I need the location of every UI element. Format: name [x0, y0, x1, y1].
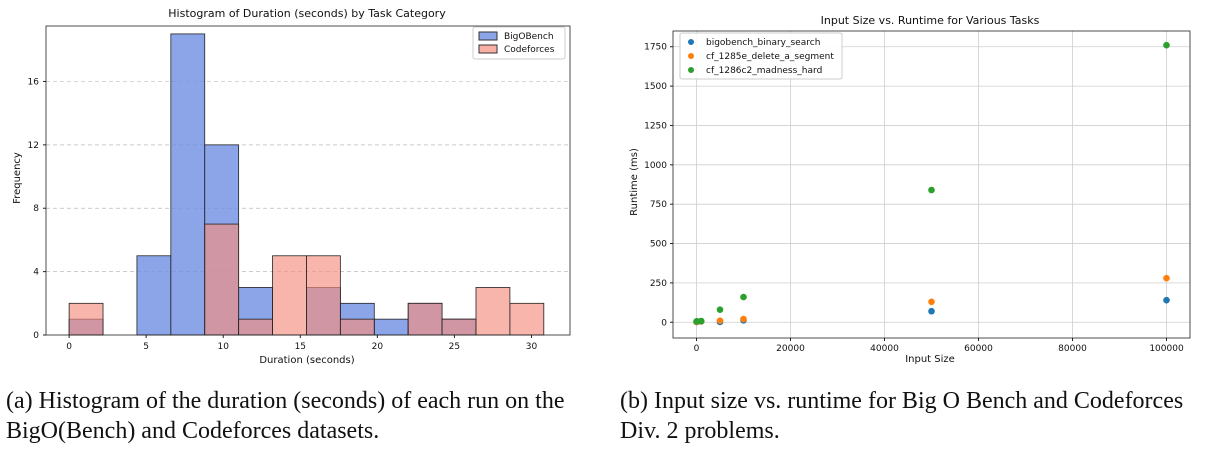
y-tick-label: 1750: [644, 43, 667, 53]
chart-a-ylabel: Frequency: [12, 152, 23, 204]
x-tick-label: 20000: [776, 344, 805, 354]
y-tick-label: 16: [28, 77, 40, 87]
point-cf_1286c2_madness_hard: [697, 317, 705, 325]
y-tick-label: 750: [650, 200, 667, 210]
plot-frame: [45, 25, 571, 336]
y-tick-label: 250: [650, 279, 667, 289]
scatter-chart: Input Size vs. Runtime for Various Tasks…: [629, 14, 1191, 365]
bar-codeforces: [475, 287, 511, 336]
bar-codeforces: [204, 223, 240, 336]
legend-label-bigobench: BigOBench: [504, 32, 554, 42]
legend-marker-madness-hard: [688, 67, 694, 73]
bar-codeforces: [339, 318, 375, 336]
legend-label-delete-segment: cf_1285e_delete_a_segment: [706, 52, 834, 62]
x-tick-label: 30: [526, 342, 538, 352]
legend-marker-binary-search: [688, 39, 694, 45]
legend-swatch-bigobench: [478, 31, 498, 41]
x-tick-label: 5: [143, 342, 149, 352]
x-tick-label: 10: [218, 342, 230, 352]
caption-a: (a) Histogram of the duration (seconds) …: [6, 388, 565, 444]
legend-marker-delete-segment: [688, 53, 694, 59]
x-tick-label: 100000: [1149, 344, 1184, 354]
y-tick-label: 0: [33, 331, 39, 341]
point-cf_1286c2_madness_hard: [1163, 41, 1170, 49]
chart-b-xlabel: Input Size: [905, 354, 955, 365]
x-tick-label: 40000: [870, 344, 899, 354]
plot-frame: [672, 30, 1191, 339]
point-cf_1286c2_madness_hard: [716, 306, 724, 313]
legend-label-madness-hard: cf_1286c2_madness_hard: [706, 66, 822, 76]
point-bigobench_binary_search: [1163, 296, 1170, 304]
x-tick-label: 60000: [964, 344, 993, 354]
x-tick-label: 15: [295, 342, 306, 352]
point-bigobench_binary_search: [928, 307, 935, 315]
point-cf_1286c2_madness_hard: [928, 186, 935, 194]
x-tick-label: 80000: [1058, 344, 1087, 354]
legend-label-binary-search: bigobench_binary_search: [706, 38, 820, 48]
bar-codeforces: [306, 255, 341, 336]
point-cf_1285e_delete_a_segment: [1163, 274, 1170, 282]
bar-bigobench: [170, 33, 206, 336]
y-tick-label: 1000: [644, 161, 667, 171]
y-tick-label: 4: [33, 268, 39, 278]
y-tick-label: 0: [661, 318, 667, 328]
chart-b-legend: bigobench_binary_search cf_1285e_delete_…: [679, 32, 843, 80]
chart-a-legend: BigOBench Codeforces: [472, 26, 566, 60]
chart-a-title: Histogram of Duration (seconds) by Task …: [168, 7, 446, 20]
x-tick-label: 0: [694, 344, 700, 354]
caption-b: (b) Input size vs. runtime for Big O Ben…: [620, 388, 1184, 444]
y-tick-label: 1500: [644, 82, 667, 92]
point-cf_1286c2_madness_hard: [740, 293, 747, 301]
y-tick-label: 500: [650, 240, 667, 250]
point-cf_1285e_delete_a_segment: [928, 298, 935, 306]
legend-label-codeforces: Codeforces: [504, 45, 555, 55]
y-tick-label: 12: [28, 141, 39, 151]
bar-bigobench: [136, 255, 172, 336]
bar-codeforces: [238, 318, 273, 336]
point-cf_1285e_delete_a_segment: [740, 315, 747, 323]
bar-codeforces: [407, 302, 443, 336]
bar-codeforces: [441, 318, 477, 336]
chart-b-title: Input Size vs. Runtime for Various Tasks: [821, 14, 1040, 27]
bar-codeforces: [68, 302, 104, 336]
x-tick-label: 0: [66, 342, 72, 352]
bar-bigobench: [373, 318, 409, 336]
bar-codeforces: [272, 255, 307, 336]
point-cf_1285e_delete_a_segment: [716, 317, 724, 324]
chart-a-xlabel: Duration (seconds): [259, 355, 354, 366]
x-tick-label: 20: [372, 342, 384, 352]
legend-swatch-codeforces: [478, 44, 498, 54]
x-tick-label: 25: [449, 342, 460, 352]
bar-codeforces: [509, 302, 545, 336]
histogram-chart: Histogram of Duration (seconds) by Task …: [12, 7, 571, 366]
y-tick-label: 8: [33, 204, 39, 214]
chart-b-ylabel: Runtime (ms): [629, 148, 640, 216]
y-tick-label: 1250: [644, 121, 667, 131]
